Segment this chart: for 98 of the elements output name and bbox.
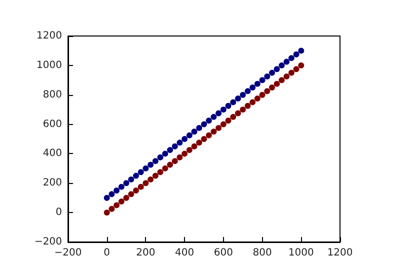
y-tick-label: 800	[42, 89, 62, 100]
point	[210, 128, 217, 135]
point	[128, 176, 134, 182]
point	[186, 147, 192, 154]
point	[225, 102, 232, 109]
point	[152, 172, 158, 179]
point	[104, 194, 110, 201]
point	[133, 188, 139, 194]
y-tick-label: 1200	[36, 30, 62, 42]
point	[216, 124, 222, 131]
point	[230, 99, 236, 106]
point	[176, 154, 183, 160]
point	[172, 158, 178, 164]
point	[128, 191, 134, 198]
y-tick-label: 200	[42, 178, 62, 189]
x-tick-label: 800	[252, 248, 272, 258]
point	[167, 162, 173, 168]
point	[162, 150, 168, 157]
point	[148, 176, 154, 182]
point	[284, 73, 290, 80]
point	[138, 184, 144, 190]
point	[274, 80, 280, 87]
point	[298, 48, 304, 54]
point	[220, 106, 226, 113]
point	[259, 77, 266, 84]
point	[114, 202, 120, 208]
point	[108, 191, 115, 198]
point	[216, 110, 222, 116]
point	[206, 132, 212, 138]
point	[196, 124, 202, 131]
point	[191, 143, 198, 150]
x-tick-label: 600	[214, 248, 233, 258]
point	[142, 165, 149, 172]
point	[284, 58, 290, 65]
point	[250, 84, 256, 90]
point	[293, 66, 300, 72]
point	[176, 140, 183, 146]
point	[278, 62, 285, 68]
point	[206, 118, 212, 124]
point	[148, 162, 154, 168]
point	[274, 66, 280, 72]
x-tick-label: 400	[175, 248, 194, 258]
point	[182, 136, 188, 142]
x-tick-label: 200	[136, 248, 156, 258]
point	[288, 55, 294, 62]
point	[230, 114, 236, 120]
point	[201, 121, 207, 128]
point	[118, 198, 124, 205]
point	[250, 99, 256, 106]
point	[157, 169, 164, 176]
x-tick-label: 1200	[327, 248, 353, 258]
point	[104, 210, 110, 216]
point	[240, 106, 246, 113]
point	[254, 80, 260, 87]
x-tick-label: 1000	[288, 248, 314, 258]
point	[235, 110, 241, 116]
y-tick-label: 400	[42, 148, 62, 160]
point	[264, 88, 270, 94]
point	[264, 73, 270, 80]
point	[235, 96, 241, 102]
y-tick-label: 1000	[36, 60, 62, 71]
point	[118, 184, 124, 190]
point	[269, 84, 275, 90]
point	[240, 92, 246, 98]
point	[220, 121, 226, 128]
point	[167, 147, 173, 154]
point	[201, 136, 207, 142]
point	[123, 194, 130, 201]
point	[244, 88, 251, 94]
point	[293, 51, 300, 58]
point	[225, 118, 232, 124]
point	[162, 165, 168, 172]
point	[172, 143, 178, 150]
x-tick-label: 0	[104, 248, 110, 258]
y-tick-label: 0	[56, 207, 62, 218]
point	[244, 102, 251, 109]
point	[114, 188, 120, 194]
point	[152, 158, 158, 164]
point	[157, 154, 164, 160]
point	[133, 172, 139, 179]
point	[259, 92, 266, 98]
point	[278, 77, 285, 84]
y-tick-label: −200	[34, 236, 62, 248]
point	[108, 206, 115, 212]
point	[196, 140, 202, 146]
point	[123, 180, 130, 186]
x-tick-label: −200	[54, 248, 82, 258]
point	[254, 96, 260, 102]
point	[138, 169, 144, 176]
point	[210, 114, 217, 120]
y-tick-label: 600	[42, 118, 62, 130]
point	[182, 150, 188, 157]
point	[191, 128, 198, 135]
point	[142, 180, 149, 186]
point	[269, 70, 275, 76]
point	[186, 132, 192, 138]
point	[288, 70, 294, 76]
point	[298, 62, 304, 68]
